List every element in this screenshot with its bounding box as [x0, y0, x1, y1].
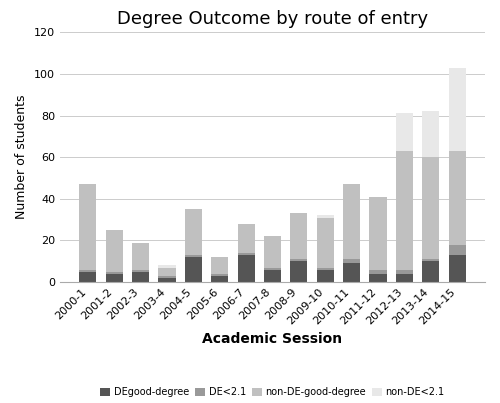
Bar: [264, 268, 281, 270]
Bar: [132, 272, 149, 282]
Bar: [290, 214, 308, 259]
Bar: [158, 268, 176, 276]
Bar: [264, 236, 281, 268]
Bar: [132, 270, 149, 272]
Bar: [106, 230, 123, 272]
Bar: [316, 270, 334, 282]
X-axis label: Academic Session: Academic Session: [202, 332, 342, 346]
Bar: [238, 253, 254, 255]
Bar: [316, 216, 334, 218]
Bar: [343, 264, 360, 282]
Bar: [316, 268, 334, 270]
Bar: [370, 270, 386, 274]
Bar: [185, 257, 202, 282]
Bar: [422, 261, 440, 282]
Bar: [290, 261, 308, 282]
Bar: [185, 209, 202, 255]
Bar: [396, 274, 413, 282]
Y-axis label: Number of students: Number of students: [16, 95, 28, 219]
Bar: [264, 270, 281, 282]
Bar: [343, 184, 360, 259]
Bar: [238, 255, 254, 282]
Bar: [80, 272, 96, 282]
Bar: [238, 224, 254, 253]
Bar: [370, 197, 386, 270]
Bar: [343, 259, 360, 264]
Bar: [396, 270, 413, 274]
Bar: [80, 184, 96, 270]
Bar: [106, 272, 123, 274]
Bar: [132, 243, 149, 270]
Bar: [422, 259, 440, 261]
Bar: [158, 278, 176, 282]
Bar: [106, 274, 123, 282]
Bar: [370, 274, 386, 282]
Bar: [448, 245, 466, 255]
Bar: [80, 270, 96, 272]
Bar: [158, 276, 176, 278]
Bar: [448, 68, 466, 151]
Bar: [211, 276, 228, 282]
Bar: [185, 255, 202, 257]
Legend: DEgood-degree, DE<2.1, non-DE-good-degree, non-DE<2.1: DEgood-degree, DE<2.1, non-DE-good-degre…: [100, 387, 444, 397]
Bar: [448, 151, 466, 245]
Bar: [211, 257, 228, 274]
Bar: [316, 218, 334, 268]
Bar: [211, 274, 228, 276]
Bar: [422, 157, 440, 259]
Bar: [158, 266, 176, 268]
Bar: [396, 114, 413, 151]
Title: Degree Outcome by route of entry: Degree Outcome by route of entry: [117, 10, 428, 28]
Bar: [290, 259, 308, 261]
Bar: [422, 111, 440, 157]
Bar: [448, 255, 466, 282]
Bar: [396, 151, 413, 270]
